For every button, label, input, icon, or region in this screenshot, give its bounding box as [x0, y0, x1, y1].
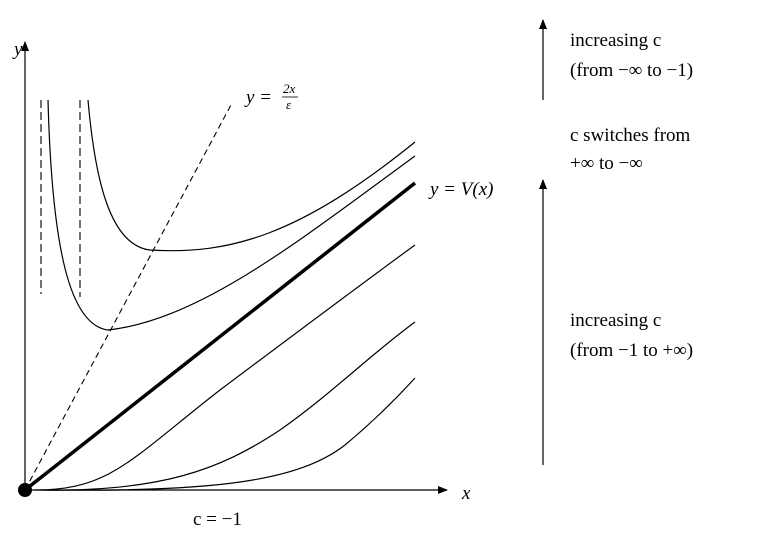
annotation: increasing c [570, 310, 661, 331]
annotation: (from −∞ to −1) [570, 60, 693, 81]
dashed-label-den: ε [286, 97, 292, 112]
curve [34, 244, 416, 491]
annotation: (from −1 to +∞) [570, 340, 693, 361]
y-label: y [12, 39, 23, 60]
curve [49, 377, 416, 491]
curve [87, 99, 416, 252]
potential-label: y = V(x) [428, 179, 493, 200]
annotation: increasing c [570, 30, 661, 51]
dashed-label-num: 2x [283, 81, 296, 96]
annotation: +∞ to −∞ [570, 153, 643, 174]
potential-line [23, 181, 417, 492]
curve [39, 321, 416, 491]
x-label: x [461, 483, 471, 504]
curve [47, 99, 416, 331]
dashed-line [24, 102, 233, 491]
bottom-label: c = −1 [193, 509, 242, 530]
annotation: c switches from [570, 125, 691, 146]
dashed-label: y = [244, 87, 272, 108]
